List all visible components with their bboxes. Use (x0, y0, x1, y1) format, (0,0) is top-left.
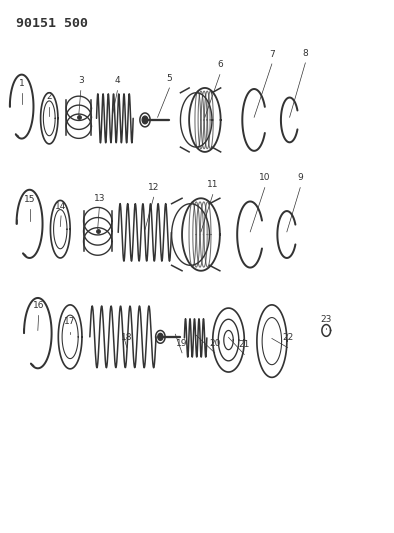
Text: 20: 20 (209, 338, 220, 348)
Text: 19: 19 (176, 338, 188, 348)
Text: 5: 5 (167, 74, 172, 83)
Text: 16: 16 (33, 301, 45, 310)
Text: 22: 22 (282, 333, 293, 342)
Circle shape (142, 116, 148, 124)
Text: 8: 8 (303, 49, 308, 58)
Text: 9: 9 (297, 173, 303, 182)
Text: 90151 500: 90151 500 (16, 17, 88, 30)
Text: 12: 12 (148, 183, 159, 192)
Text: 15: 15 (24, 195, 35, 204)
Text: 11: 11 (207, 180, 219, 189)
Text: 21: 21 (239, 340, 250, 349)
Text: 3: 3 (78, 76, 84, 85)
Text: 7: 7 (269, 50, 275, 59)
Text: 10: 10 (259, 173, 271, 182)
Text: 14: 14 (56, 201, 67, 211)
Text: 1: 1 (19, 79, 24, 88)
Text: 17: 17 (64, 317, 76, 326)
Text: 23: 23 (321, 315, 332, 324)
Circle shape (158, 333, 163, 341)
Text: 6: 6 (217, 60, 223, 69)
Text: 4: 4 (115, 76, 120, 85)
Text: 2: 2 (46, 92, 52, 101)
Text: 13: 13 (93, 193, 105, 203)
Text: 18: 18 (121, 333, 133, 342)
